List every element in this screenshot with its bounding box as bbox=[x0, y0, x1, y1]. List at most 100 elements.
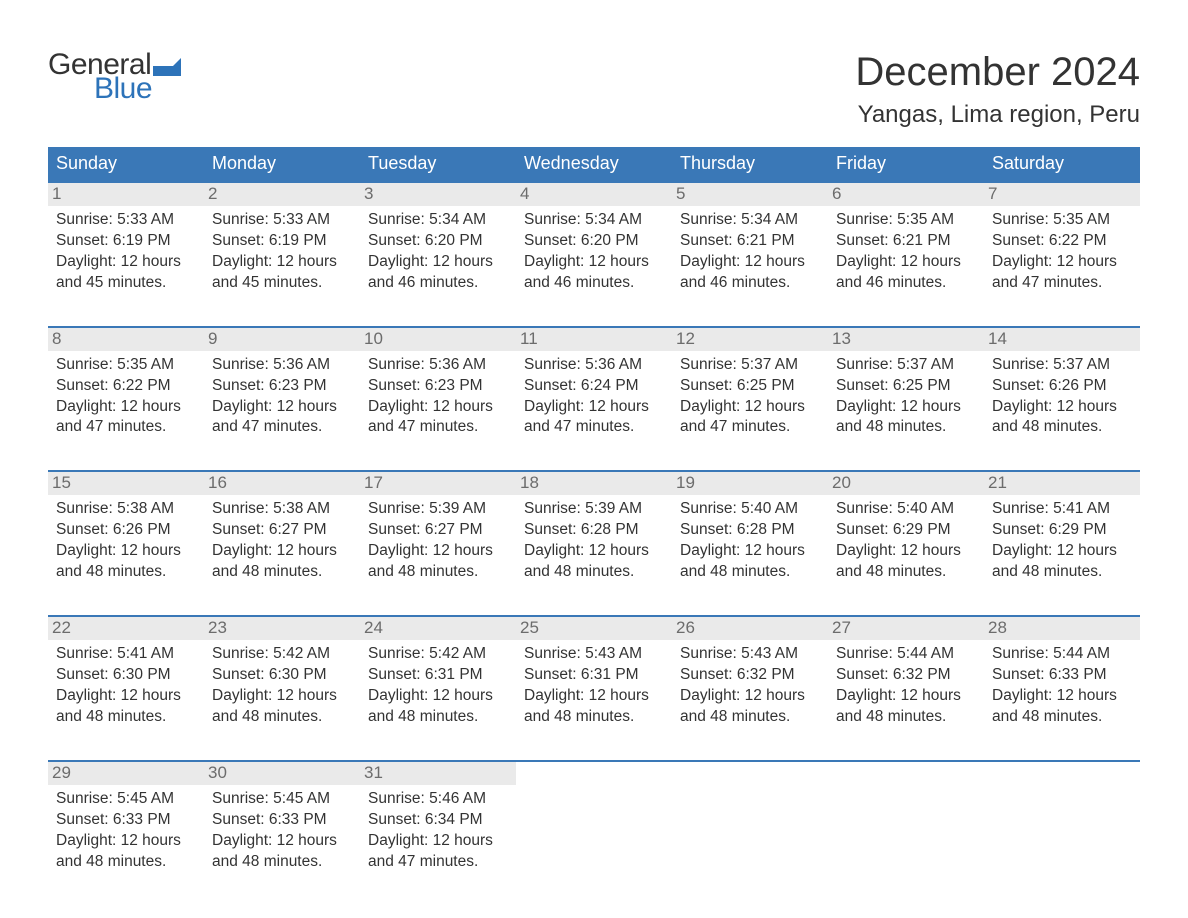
sunset-text: Sunset: 6:22 PM bbox=[56, 376, 198, 397]
sunset-text: Sunset: 6:26 PM bbox=[992, 376, 1134, 397]
day-info: Sunrise: 5:45 AMSunset: 6:33 PMDaylight:… bbox=[210, 789, 354, 873]
daylight-text: Daylight: 12 hours and 48 minutes. bbox=[836, 397, 978, 439]
sunrise-text: Sunrise: 5:35 AM bbox=[992, 210, 1134, 231]
sunrise-text: Sunrise: 5:42 AM bbox=[368, 644, 510, 665]
daylight-text: Daylight: 12 hours and 46 minutes. bbox=[836, 252, 978, 294]
sunrise-text: Sunrise: 5:39 AM bbox=[524, 499, 666, 520]
sunrise-text: Sunrise: 5:36 AM bbox=[212, 355, 354, 376]
sunset-text: Sunset: 6:19 PM bbox=[212, 231, 354, 252]
day-info: Sunrise: 5:35 AMSunset: 6:21 PMDaylight:… bbox=[834, 210, 978, 294]
day-info: Sunrise: 5:38 AMSunset: 6:26 PMDaylight:… bbox=[54, 499, 198, 583]
sunrise-text: Sunrise: 5:41 AM bbox=[56, 644, 198, 665]
day-info: Sunrise: 5:37 AMSunset: 6:26 PMDaylight:… bbox=[990, 355, 1134, 439]
calendar-day bbox=[516, 762, 672, 885]
day-number: 10 bbox=[360, 328, 516, 351]
calendar-day: 25Sunrise: 5:43 AMSunset: 6:31 PMDayligh… bbox=[516, 617, 672, 740]
calendar-day: 16Sunrise: 5:38 AMSunset: 6:27 PMDayligh… bbox=[204, 472, 360, 595]
sunrise-text: Sunrise: 5:45 AM bbox=[212, 789, 354, 810]
calendar-day: 26Sunrise: 5:43 AMSunset: 6:32 PMDayligh… bbox=[672, 617, 828, 740]
calendar-week: 22Sunrise: 5:41 AMSunset: 6:30 PMDayligh… bbox=[48, 615, 1140, 740]
calendar-day: 28Sunrise: 5:44 AMSunset: 6:33 PMDayligh… bbox=[984, 617, 1140, 740]
calendar-day: 5 Sunrise: 5:34 AMSunset: 6:21 PMDaylight… bbox=[672, 183, 828, 306]
sunset-text: Sunset: 6:29 PM bbox=[992, 520, 1134, 541]
calendar-day: 22Sunrise: 5:41 AMSunset: 6:30 PMDayligh… bbox=[48, 617, 204, 740]
calendar-day: 23Sunrise: 5:42 AMSunset: 6:30 PMDayligh… bbox=[204, 617, 360, 740]
calendar-day: 9Sunrise: 5:36 AMSunset: 6:23 PMDaylight… bbox=[204, 328, 360, 451]
calendar-day: 12Sunrise: 5:37 AMSunset: 6:25 PMDayligh… bbox=[672, 328, 828, 451]
day-number: 21 bbox=[984, 472, 1140, 495]
sunset-text: Sunset: 6:21 PM bbox=[680, 231, 822, 252]
sunrise-text: Sunrise: 5:38 AM bbox=[212, 499, 354, 520]
calendar-day: 7Sunrise: 5:35 AMSunset: 6:22 PMDaylight… bbox=[984, 183, 1140, 306]
calendar-day: 24Sunrise: 5:42 AMSunset: 6:31 PMDayligh… bbox=[360, 617, 516, 740]
calendar-day: 30 Sunrise: 5:45 AMSunset: 6:33 PMDayligh… bbox=[204, 762, 360, 885]
day-number: 23 bbox=[204, 617, 360, 640]
calendar-week: 29Sunrise: 5:45 AMSunset: 6:33 PMDayligh… bbox=[48, 760, 1140, 885]
daylight-text: Daylight: 12 hours and 48 minutes. bbox=[212, 831, 354, 873]
daylight-text: Daylight: 12 hours and 48 minutes. bbox=[524, 541, 666, 583]
sunset-text: Sunset: 6:33 PM bbox=[56, 810, 198, 831]
day-info: Sunrise: 5:37 AMSunset: 6:25 PMDaylight:… bbox=[834, 355, 978, 439]
day-number: 16 bbox=[204, 472, 360, 495]
weekday-header-row: SundayMondayTuesdayWednesdayThursdayFrid… bbox=[48, 147, 1140, 181]
sunrise-text: Sunrise: 5:34 AM bbox=[368, 210, 510, 231]
sunrise-text: Sunrise: 5:37 AM bbox=[992, 355, 1134, 376]
location-subtitle: Yangas, Lima region, Peru bbox=[855, 101, 1140, 129]
weekday-header: Thursday bbox=[672, 147, 828, 181]
sunrise-text: Sunrise: 5:34 AM bbox=[524, 210, 666, 231]
calendar-week: 1Sunrise: 5:33 AMSunset: 6:19 PMDaylight… bbox=[48, 181, 1140, 306]
sunset-text: Sunset: 6:32 PM bbox=[680, 665, 822, 686]
sunset-text: Sunset: 6:27 PM bbox=[368, 520, 510, 541]
day-number: 2 bbox=[204, 183, 360, 206]
sunset-text: Sunset: 6:20 PM bbox=[524, 231, 666, 252]
calendar-day: 11Sunrise: 5:36 AMSunset: 6:24 PMDayligh… bbox=[516, 328, 672, 451]
day-info: Sunrise: 5:34 AMSunset: 6:20 PMDaylight:… bbox=[366, 210, 510, 294]
weekday-header: Wednesday bbox=[516, 147, 672, 181]
day-number: 30 bbox=[204, 762, 360, 785]
daylight-text: Daylight: 12 hours and 48 minutes. bbox=[56, 541, 198, 583]
day-info: Sunrise: 5:36 AMSunset: 6:23 PMDaylight:… bbox=[366, 355, 510, 439]
day-number: 28 bbox=[984, 617, 1140, 640]
day-info: Sunrise: 5:35 AMSunset: 6:22 PMDaylight:… bbox=[990, 210, 1134, 294]
sunset-text: Sunset: 6:31 PM bbox=[524, 665, 666, 686]
daylight-text: Daylight: 12 hours and 48 minutes. bbox=[212, 686, 354, 728]
day-info: Sunrise: 5:40 AMSunset: 6:28 PMDaylight:… bbox=[678, 499, 822, 583]
day-info: Sunrise: 5:41 AMSunset: 6:29 PMDaylight:… bbox=[990, 499, 1134, 583]
day-info: Sunrise: 5:34 AMSunset: 6:21 PMDaylight:… bbox=[678, 210, 822, 294]
calendar-day: 27Sunrise: 5:44 AMSunset: 6:32 PMDayligh… bbox=[828, 617, 984, 740]
sunset-text: Sunset: 6:34 PM bbox=[368, 810, 510, 831]
day-info: Sunrise: 5:40 AMSunset: 6:29 PMDaylight:… bbox=[834, 499, 978, 583]
sunrise-text: Sunrise: 5:36 AM bbox=[524, 355, 666, 376]
sunrise-text: Sunrise: 5:44 AM bbox=[836, 644, 978, 665]
day-number: 20 bbox=[828, 472, 984, 495]
calendar-day: 6 Sunrise: 5:35 AMSunset: 6:21 PMDaylight… bbox=[828, 183, 984, 306]
sunset-text: Sunset: 6:27 PM bbox=[212, 520, 354, 541]
weekday-header: Monday bbox=[204, 147, 360, 181]
day-info: Sunrise: 5:37 AMSunset: 6:25 PMDaylight:… bbox=[678, 355, 822, 439]
sunset-text: Sunset: 6:32 PM bbox=[836, 665, 978, 686]
weekday-header: Friday bbox=[828, 147, 984, 181]
day-info: Sunrise: 5:39 AMSunset: 6:28 PMDaylight:… bbox=[522, 499, 666, 583]
day-info: Sunrise: 5:43 AMSunset: 6:32 PMDaylight:… bbox=[678, 644, 822, 728]
day-number: 14 bbox=[984, 328, 1140, 351]
day-number: 3 bbox=[360, 183, 516, 206]
sunset-text: Sunset: 6:31 PM bbox=[368, 665, 510, 686]
day-info: Sunrise: 5:43 AMSunset: 6:31 PMDaylight:… bbox=[522, 644, 666, 728]
sunrise-text: Sunrise: 5:43 AM bbox=[524, 644, 666, 665]
daylight-text: Daylight: 12 hours and 47 minutes. bbox=[56, 397, 198, 439]
sunset-text: Sunset: 6:23 PM bbox=[212, 376, 354, 397]
day-number: 27 bbox=[828, 617, 984, 640]
sunrise-text: Sunrise: 5:41 AM bbox=[992, 499, 1134, 520]
day-number: 24 bbox=[360, 617, 516, 640]
daylight-text: Daylight: 12 hours and 47 minutes. bbox=[524, 397, 666, 439]
day-number: 5 bbox=[672, 183, 828, 206]
day-number: 6 bbox=[828, 183, 984, 206]
sunrise-text: Sunrise: 5:42 AM bbox=[212, 644, 354, 665]
day-info: Sunrise: 5:46 AMSunset: 6:34 PMDaylight:… bbox=[366, 789, 510, 873]
daylight-text: Daylight: 12 hours and 48 minutes. bbox=[992, 397, 1134, 439]
sunset-text: Sunset: 6:23 PM bbox=[368, 376, 510, 397]
day-number: 31 bbox=[360, 762, 516, 785]
day-number: 17 bbox=[360, 472, 516, 495]
calendar-day: 8Sunrise: 5:35 AMSunset: 6:22 PMDaylight… bbox=[48, 328, 204, 451]
daylight-text: Daylight: 12 hours and 48 minutes. bbox=[368, 541, 510, 583]
